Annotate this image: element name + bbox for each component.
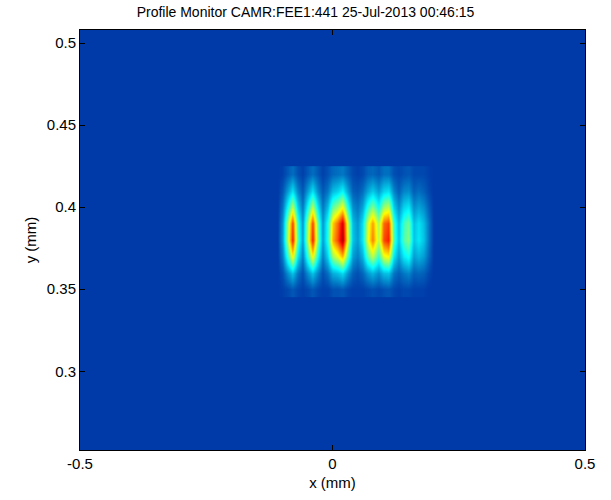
svg-text:0.3: 0.3	[55, 363, 76, 380]
svg-text:0.5: 0.5	[575, 455, 596, 472]
svg-text:Profile Monitor CAMR:FEE1:441: Profile Monitor CAMR:FEE1:441 25-Jul-201…	[137, 4, 475, 20]
svg-text:0.35: 0.35	[47, 280, 76, 297]
svg-text:0.45: 0.45	[47, 116, 76, 133]
svg-text:0.4: 0.4	[55, 198, 76, 215]
svg-text:x (mm): x (mm)	[309, 474, 356, 491]
svg-text:-0.5: -0.5	[67, 455, 93, 472]
svg-text:0: 0	[328, 455, 336, 472]
svg-text:y (mm): y (mm)	[22, 217, 39, 264]
svg-text:0.5: 0.5	[55, 34, 76, 51]
